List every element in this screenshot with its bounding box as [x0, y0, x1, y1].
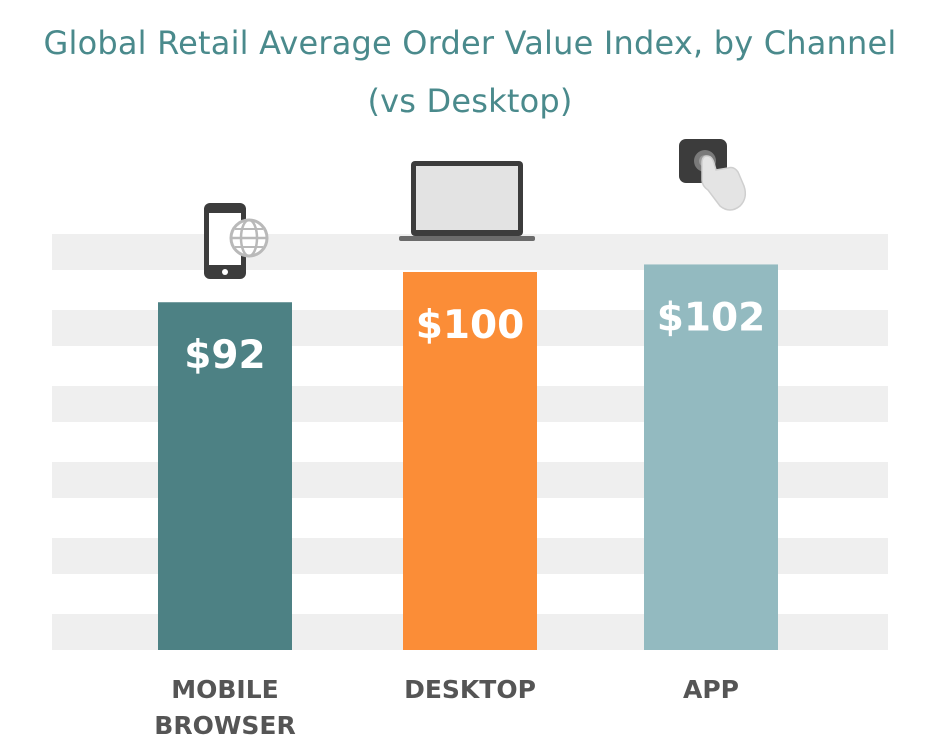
category-label: BROWSER — [154, 711, 295, 740]
app-touch-icon — [679, 139, 747, 211]
bar — [403, 272, 537, 650]
data-label: $100 — [416, 303, 525, 348]
smartphone-globe-icon — [204, 203, 269, 279]
data-label: $92 — [184, 333, 265, 378]
category-label: MOBILE — [171, 675, 279, 704]
category-label: DESKTOP — [404, 675, 536, 704]
data-label: $102 — [657, 295, 766, 340]
bar — [158, 302, 292, 650]
chart-subtitle: (vs Desktop) — [367, 82, 573, 120]
chart-title: Global Retail Average Order Value Index,… — [43, 24, 897, 62]
category-label: APP — [683, 675, 739, 704]
bar — [644, 264, 778, 650]
laptop-icon — [399, 161, 535, 241]
